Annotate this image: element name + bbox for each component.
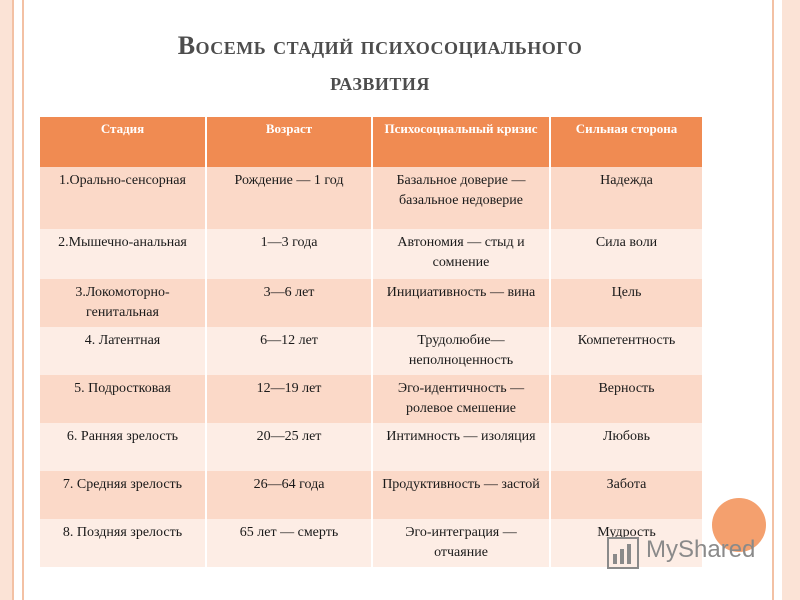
cell-stage: 6. Ранняя зрелость xyxy=(40,423,207,471)
cell-strength: Верность xyxy=(550,375,702,423)
cell-age: 12—19 лет xyxy=(206,375,373,423)
cell-crisis: Эго-интеграция — отчаяние xyxy=(372,519,551,567)
cell-stage: 3.Локомоторно-генитальная xyxy=(40,279,207,327)
table-row: 6. Ранняя зрелость 20—25 лет Интимность … xyxy=(40,423,702,471)
table-header-row: Стадия Возраст Психосоциальный кризис Си… xyxy=(40,117,702,167)
cell-age: 20—25 лет xyxy=(206,423,373,471)
table-row: 7. Средняя зрелость 26—64 года Продуктив… xyxy=(40,471,702,519)
stages-table: Стадия Возраст Психосоциальный кризис Си… xyxy=(40,117,702,567)
cell-age: 6—12 лет xyxy=(206,327,373,375)
cell-stage: 4. Латентная xyxy=(40,327,207,375)
header-stage: Стадия xyxy=(40,117,207,167)
table-row: 5. Подростковая 12—19 лет Эго-идентичнос… xyxy=(40,375,702,423)
watermark: MyShared xyxy=(606,528,766,578)
watermark-text: MyShared xyxy=(646,536,756,563)
title-line-1: Восемь стадий психосоциального xyxy=(177,31,583,60)
header-age: Возраст xyxy=(206,117,373,167)
header-crisis: Психосоциальный кризис xyxy=(372,117,551,167)
bar-chart-icon xyxy=(607,537,639,569)
header-strength: Сильная сторона xyxy=(550,117,702,167)
table-row: 1.Орально-сенсорная Рождение — 1 год Баз… xyxy=(40,167,702,229)
cell-strength: Забота xyxy=(550,471,702,519)
right-border-decoration xyxy=(764,0,800,600)
cell-crisis: Трудолюбие—неполноценность xyxy=(372,327,551,375)
cell-stage: 2.Мышечно-анальная xyxy=(40,229,207,279)
cell-stage: 7. Средняя зрелость xyxy=(40,471,207,519)
slide-title: Восемь стадий психосоциального развития xyxy=(60,28,700,100)
cell-age: 65 лет — смерть xyxy=(206,519,373,567)
table-row: 2.Мышечно-анальная 1—3 года Автономия — … xyxy=(40,229,702,279)
table-row: 8. Поздняя зрелость 65 лет — смерть Эго-… xyxy=(40,519,702,567)
accent-circle xyxy=(712,498,766,552)
cell-crisis: Автономия — стыд и сомнение xyxy=(372,229,551,279)
cell-crisis: Инициативность — вина xyxy=(372,279,551,327)
cell-stage: 1.Орально-сенсорная xyxy=(40,167,207,229)
cell-crisis: Продуктивность — застой xyxy=(372,471,551,519)
cell-stage: 8. Поздняя зрелость xyxy=(40,519,207,567)
table-row: 4. Латентная 6—12 лет Трудолюбие—неполно… xyxy=(40,327,702,375)
cell-age: 3—6 лет xyxy=(206,279,373,327)
cell-age: Рождение — 1 год xyxy=(206,167,373,229)
title-line-2: развития xyxy=(330,67,430,96)
cell-strength: Цель xyxy=(550,279,702,327)
table-row: 3.Локомоторно-генитальная 3—6 лет Инициа… xyxy=(40,279,702,327)
cell-strength: Любовь xyxy=(550,423,702,471)
cell-strength: Мудрость xyxy=(550,519,702,567)
cell-strength: Надежда xyxy=(550,167,702,229)
cell-strength: Компетентность xyxy=(550,327,702,375)
cell-age: 1—3 года xyxy=(206,229,373,279)
left-border-decoration xyxy=(0,0,28,600)
cell-crisis: Интимность — изоляция xyxy=(372,423,551,471)
cell-strength: Сила воли xyxy=(550,229,702,279)
cell-crisis: Базальное доверие — базальное недоверие xyxy=(372,167,551,229)
cell-stage: 5. Подростковая xyxy=(40,375,207,423)
cell-crisis: Эго-идентичность — ролевое смешение xyxy=(372,375,551,423)
cell-age: 26—64 года xyxy=(206,471,373,519)
